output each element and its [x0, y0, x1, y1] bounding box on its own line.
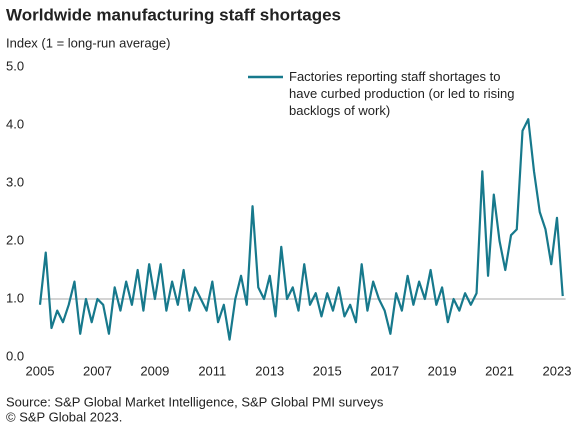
- y-tick-label: 4.0: [6, 116, 24, 131]
- y-tick-label: 5.0: [6, 58, 24, 73]
- x-tick-label: 2009: [140, 363, 169, 378]
- y-tick-label: 2.0: [6, 232, 24, 247]
- x-tick-label: 2007: [83, 363, 112, 378]
- x-tick-label: 2023: [543, 363, 572, 378]
- source: Source: S&P Global Market Intelligence, …: [6, 394, 384, 409]
- x-tick-label: 2021: [485, 363, 514, 378]
- chart-title: Worldwide manufacturing staff shortages: [6, 5, 341, 24]
- chart-subtitle: Index (1 = long-run average): [6, 35, 170, 50]
- x-tick-label: 2015: [313, 363, 342, 378]
- x-tick-label: 2019: [428, 363, 457, 378]
- x-tick-label: 2017: [370, 363, 399, 378]
- legend-label: Factories reporting staff shortages to h…: [289, 69, 515, 118]
- x-tick-label: 2011: [198, 363, 226, 378]
- x-tick-label: 2013: [255, 363, 284, 378]
- data-line: [38, 118, 564, 341]
- x-tick-label: 2005: [26, 363, 55, 378]
- copyright: © S&P Global 2023.: [6, 409, 122, 424]
- y-tick-label: 1.0: [6, 290, 24, 305]
- y-tick-label: 0.0: [6, 348, 24, 363]
- y-tick-label: 3.0: [6, 174, 24, 189]
